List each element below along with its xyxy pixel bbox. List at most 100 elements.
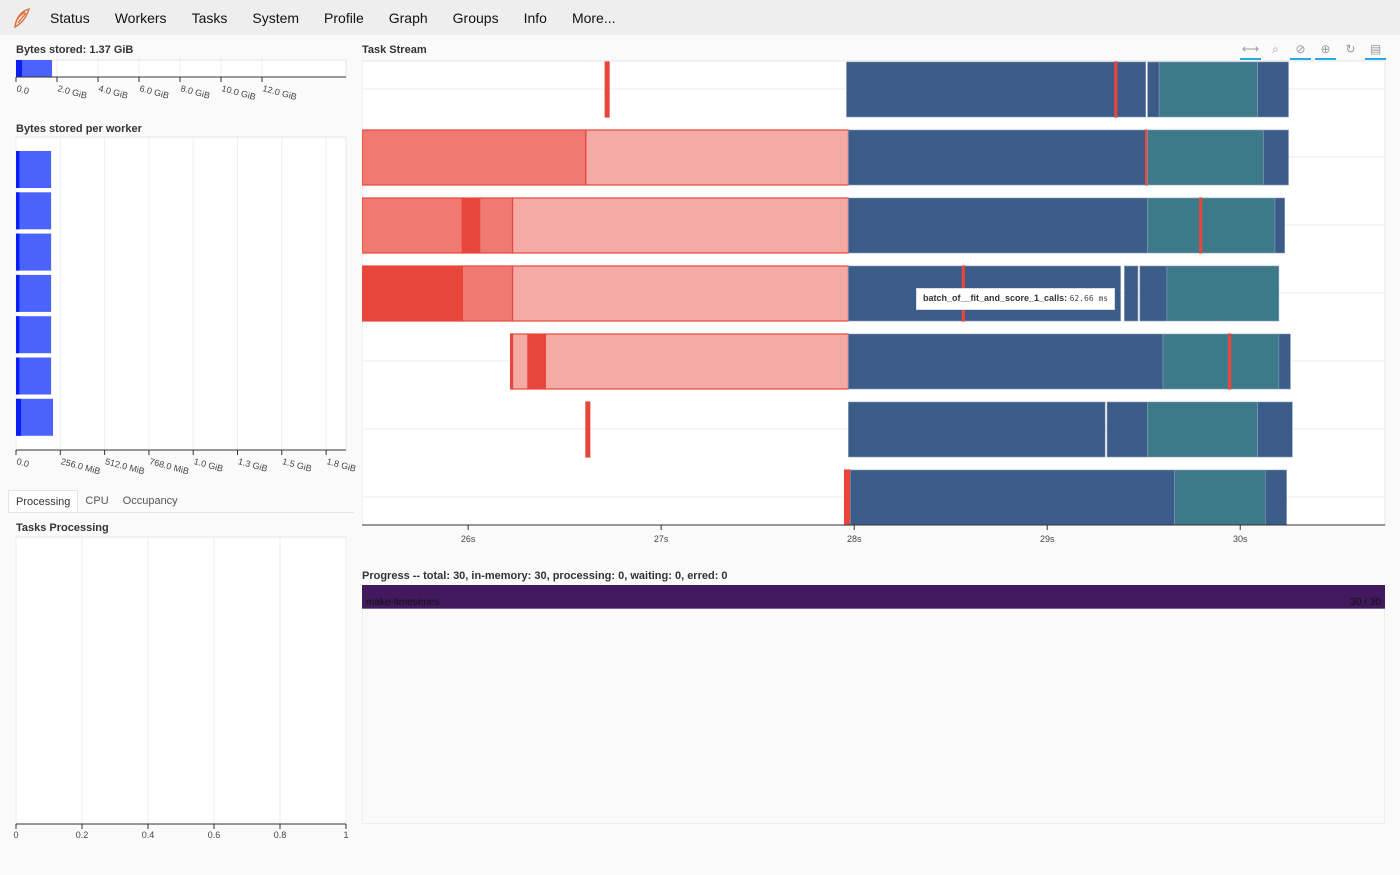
tick-label: 26s <box>461 534 476 544</box>
worker-bytes-bar <box>16 357 52 395</box>
worker-bytes-bar-dark <box>16 398 22 436</box>
task-bar <box>511 265 850 322</box>
task-bar <box>1139 265 1168 322</box>
tick-label: 0.6 <box>208 830 221 840</box>
nav-more[interactable]: More... <box>571 9 616 26</box>
nav-status[interactable]: Status <box>50 9 90 26</box>
pan-icon[interactable]: ⟷ <box>1240 40 1261 60</box>
worker-bytes-bar-dark <box>16 316 20 354</box>
task-tooltip: batch_of__fit_and_score_1_calls: 62.66 m… <box>916 288 1116 310</box>
tick-label: 6.0 GiB <box>138 83 170 100</box>
tick-label: 768.0 MiB <box>148 456 190 476</box>
task-bar <box>362 265 463 322</box>
tab-cpu[interactable]: CPU <box>85 495 109 507</box>
tick-label: 0.4 <box>142 830 155 840</box>
task-bar <box>1265 469 1287 526</box>
nav-groups[interactable]: Groups <box>452 9 499 26</box>
tab-processing[interactable]: Processing <box>8 490 79 512</box>
progress-bar[interactable]: make-timeseries 30 / 30 <box>362 585 1385 609</box>
task-bar <box>1257 401 1293 458</box>
bytes-stored-chart: 0.0 2.0 GiB 4.0 GiB 6.0 GiB 8.0 GiB 10.0 GiB 1… <box>15 55 347 102</box>
tick-label: 29s <box>1040 534 1055 544</box>
tick-label: 4.0 GiB <box>97 83 129 100</box>
task-bar <box>1278 333 1291 390</box>
reset-icon[interactable]: ↻ <box>1345 42 1356 56</box>
zoom-in-icon[interactable]: ⊕ <box>1315 40 1336 60</box>
task-bar <box>1147 197 1276 254</box>
box-zoom-icon[interactable]: ⌕ <box>1272 42 1279 56</box>
task-bar <box>479 197 514 254</box>
worker-bytes-bar <box>16 192 52 230</box>
tasks-processing-title: Tasks Processing <box>16 522 109 534</box>
task-bar <box>604 61 610 118</box>
plot-area <box>15 136 347 451</box>
task-bar <box>848 129 1146 186</box>
worker-bytes-bar-dark <box>16 192 20 230</box>
task-bar <box>1124 265 1139 322</box>
nav-workers[interactable]: Workers <box>114 9 167 26</box>
tick-label: 0.0 <box>15 83 30 96</box>
nav-profile[interactable]: Profile <box>324 9 364 26</box>
task-bar <box>1228 333 1232 390</box>
task-bar <box>1114 61 1118 118</box>
chart-toolbar: ⟷ ⌕ ⊘ ⊕ ↻ ▤ <box>1240 40 1386 60</box>
nav-graph[interactable]: Graph <box>388 9 428 26</box>
tooltip-value: 62.66 ms <box>1069 294 1109 303</box>
task-bar <box>1263 129 1289 186</box>
progress-task-name: make-timeseries <box>366 597 440 608</box>
task-stream-title: Task Stream <box>362 44 427 56</box>
task-bar <box>1166 265 1280 322</box>
task-bar <box>1147 129 1264 186</box>
task-bar <box>1199 197 1203 254</box>
worker-bytes-bar <box>16 151 52 188</box>
worker-bytes-bar <box>16 274 52 312</box>
task-bar <box>1147 401 1258 458</box>
tab-occupancy[interactable]: Occupancy <box>122 495 178 507</box>
task-bar <box>1162 333 1280 390</box>
wheel-zoom-icon[interactable]: ⊘ <box>1290 40 1311 60</box>
task-bar <box>848 333 1164 390</box>
tick-label: 1.5 GiB <box>281 456 313 473</box>
task-bar <box>846 61 1146 118</box>
tick-label: 1.8 GiB <box>326 456 358 473</box>
bytes-bar <box>16 60 53 77</box>
tooltip-label: batch_of__fit_and_score_1_calls: <box>923 293 1068 303</box>
tick-label: 8.0 GiB <box>179 83 211 100</box>
task-bar <box>461 197 481 254</box>
tick-label: 2.0 GiB <box>56 83 88 100</box>
nav-info[interactable]: Info <box>523 9 547 26</box>
worker-bytes-bar-dark <box>16 233 20 271</box>
top-nav: Status Workers Tasks System Profile Grap… <box>0 0 1400 35</box>
worker-bytes-bar <box>16 316 52 354</box>
tick-label: 30s <box>1233 534 1248 544</box>
task-bar <box>527 333 546 390</box>
tick-label: 1 <box>343 830 348 840</box>
task-stream-chart[interactable]: 26s 27s 28s 29s 30s <box>362 60 1386 550</box>
tick-label: 1.3 GiB <box>237 456 269 473</box>
tick-label: 10.0 GiB <box>220 83 256 102</box>
task-bar <box>585 129 850 186</box>
tick-label: 1.0 GiB <box>193 456 225 473</box>
task-bar <box>511 197 850 254</box>
task-bar <box>362 129 587 186</box>
task-bar <box>1274 197 1285 254</box>
task-bar <box>848 197 1148 254</box>
task-bar <box>585 401 591 458</box>
progress-count: 30 / 30 <box>1350 597 1381 608</box>
task-bar <box>1174 469 1266 526</box>
progress-area <box>362 609 1385 824</box>
hover-icon[interactable]: ▤ <box>1365 40 1386 60</box>
tick-label: 27s <box>654 534 669 544</box>
bytes-per-worker-title: Bytes stored per worker <box>16 123 142 135</box>
nav-tasks[interactable]: Tasks <box>191 9 228 26</box>
dask-logo-icon[interactable] <box>12 7 32 29</box>
tick-label: 12.0 GiB <box>261 83 297 102</box>
tick-label: 0.0 <box>15 456 30 469</box>
task-bar <box>848 401 1106 458</box>
task-bar <box>850 469 1175 526</box>
task-bar <box>1257 61 1289 118</box>
progress-title: Progress -- total: 30, in-memory: 30, pr… <box>362 570 728 582</box>
worker-bytes-bar <box>16 398 54 436</box>
nav-system[interactable]: System <box>252 9 300 26</box>
tick-label: 28s <box>847 534 862 544</box>
